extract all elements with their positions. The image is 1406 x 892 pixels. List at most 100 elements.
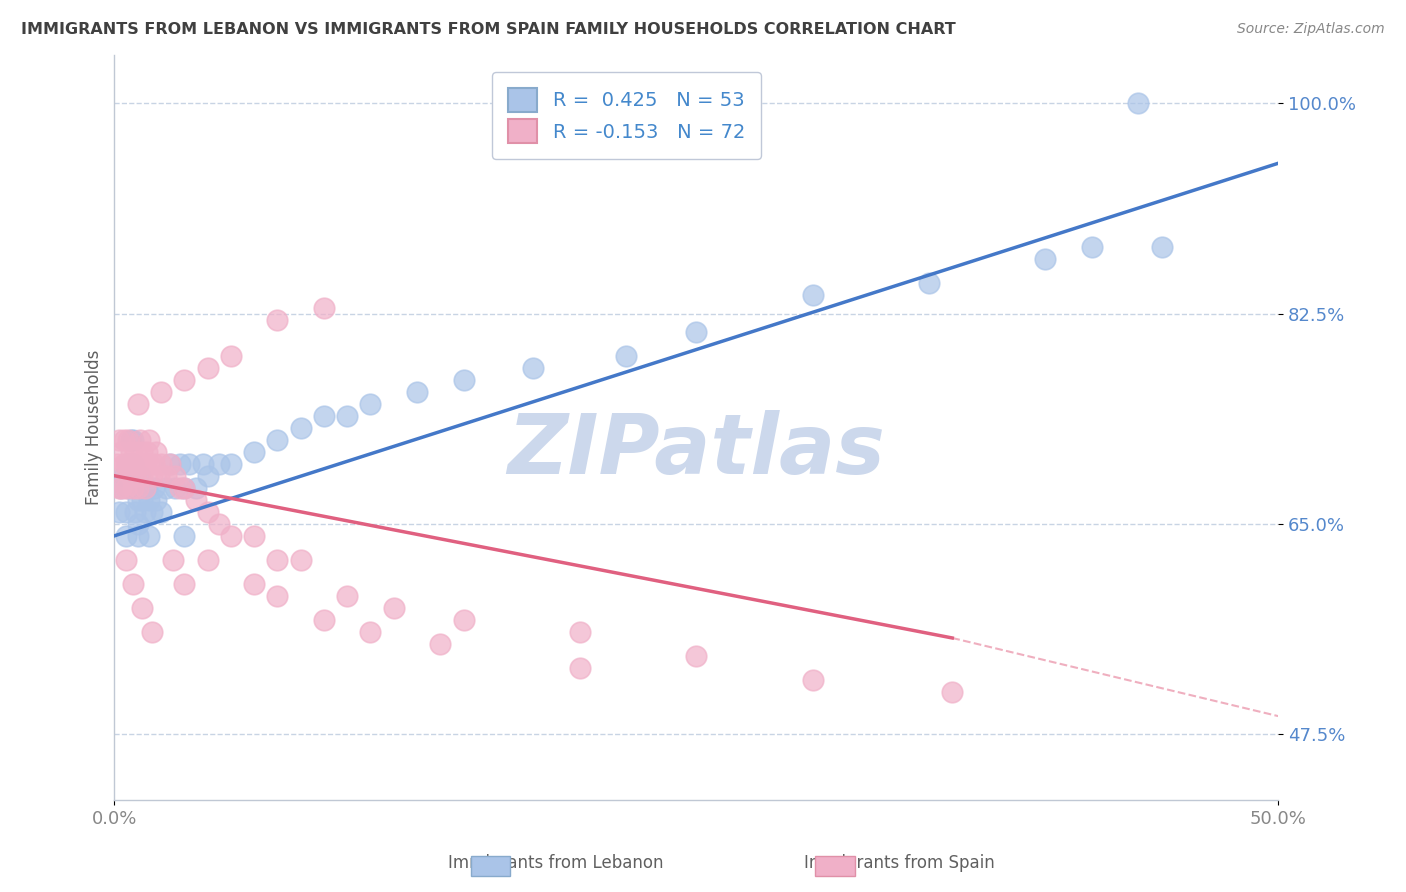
Point — [122, 577, 145, 591]
Point — [918, 277, 941, 291]
Text: Source: ZipAtlas.com: Source: ZipAtlas.com — [1237, 22, 1385, 37]
Point — [127, 492, 149, 507]
Point — [266, 433, 288, 447]
Point — [1150, 240, 1173, 254]
Point — [136, 481, 159, 495]
Point — [219, 349, 242, 363]
Point — [243, 444, 266, 458]
Point — [120, 444, 142, 458]
Point — [124, 444, 146, 458]
Point — [115, 481, 138, 495]
Point — [149, 457, 172, 471]
Point — [120, 468, 142, 483]
Point — [117, 433, 139, 447]
Point — [163, 468, 186, 483]
Point — [197, 505, 219, 519]
Point — [184, 481, 207, 495]
Point — [155, 468, 177, 483]
Point — [127, 516, 149, 531]
Point — [685, 325, 707, 339]
Point — [131, 492, 153, 507]
Text: IMMIGRANTS FROM LEBANON VS IMMIGRANTS FROM SPAIN FAMILY HOUSEHOLDS CORRELATION C: IMMIGRANTS FROM LEBANON VS IMMIGRANTS FR… — [21, 22, 956, 37]
Point — [197, 360, 219, 375]
Point — [163, 481, 186, 495]
Point — [138, 457, 160, 471]
Point — [173, 481, 195, 495]
Point — [145, 492, 167, 507]
Point — [141, 624, 163, 639]
Point — [197, 468, 219, 483]
Point — [159, 457, 181, 471]
Point — [169, 457, 191, 471]
Point — [129, 433, 152, 447]
Point — [336, 409, 359, 423]
Y-axis label: Family Households: Family Households — [86, 350, 103, 506]
Point — [801, 288, 824, 302]
Point — [336, 589, 359, 603]
Point — [108, 481, 131, 495]
Point — [115, 553, 138, 567]
Point — [429, 637, 451, 651]
Point — [173, 373, 195, 387]
Point — [1081, 240, 1104, 254]
Point — [191, 457, 214, 471]
Point — [108, 433, 131, 447]
Point — [208, 516, 231, 531]
Point — [173, 577, 195, 591]
Point — [522, 360, 544, 375]
Point — [149, 505, 172, 519]
Point — [173, 529, 195, 543]
Point — [1128, 96, 1150, 111]
Point — [382, 601, 405, 615]
Point — [453, 373, 475, 387]
Point — [143, 481, 166, 495]
Point — [134, 457, 156, 471]
Point — [290, 553, 312, 567]
Point — [162, 553, 184, 567]
Point — [122, 481, 145, 495]
Text: Immigrants from Lebanon: Immigrants from Lebanon — [447, 855, 664, 872]
Point — [184, 492, 207, 507]
Point — [243, 577, 266, 591]
Point — [110, 481, 132, 495]
Point — [117, 457, 139, 471]
Point — [122, 457, 145, 471]
Point — [453, 613, 475, 627]
Point — [110, 444, 132, 458]
Point — [124, 468, 146, 483]
Point — [145, 444, 167, 458]
Point — [266, 553, 288, 567]
Point — [141, 505, 163, 519]
Point — [266, 312, 288, 326]
Point — [124, 505, 146, 519]
Point — [243, 529, 266, 543]
Point — [138, 492, 160, 507]
Point — [131, 444, 153, 458]
Point — [127, 397, 149, 411]
Point — [138, 529, 160, 543]
Point — [115, 529, 138, 543]
Point — [177, 457, 200, 471]
Point — [138, 433, 160, 447]
Point — [312, 409, 335, 423]
Point — [173, 481, 195, 495]
Point — [129, 468, 152, 483]
Point — [122, 457, 145, 471]
Point — [136, 444, 159, 458]
Point — [208, 457, 231, 471]
Point — [134, 505, 156, 519]
Point — [115, 457, 138, 471]
Point — [108, 505, 131, 519]
Point — [110, 481, 132, 495]
Point — [685, 648, 707, 663]
Point — [801, 673, 824, 687]
Point — [122, 433, 145, 447]
Point — [127, 457, 149, 471]
Text: Immigrants from Spain: Immigrants from Spain — [804, 855, 995, 872]
Point — [141, 468, 163, 483]
Text: ZIPatlas: ZIPatlas — [508, 409, 886, 491]
Point — [406, 384, 429, 399]
Point — [134, 481, 156, 495]
Point — [131, 601, 153, 615]
Point — [568, 661, 591, 675]
